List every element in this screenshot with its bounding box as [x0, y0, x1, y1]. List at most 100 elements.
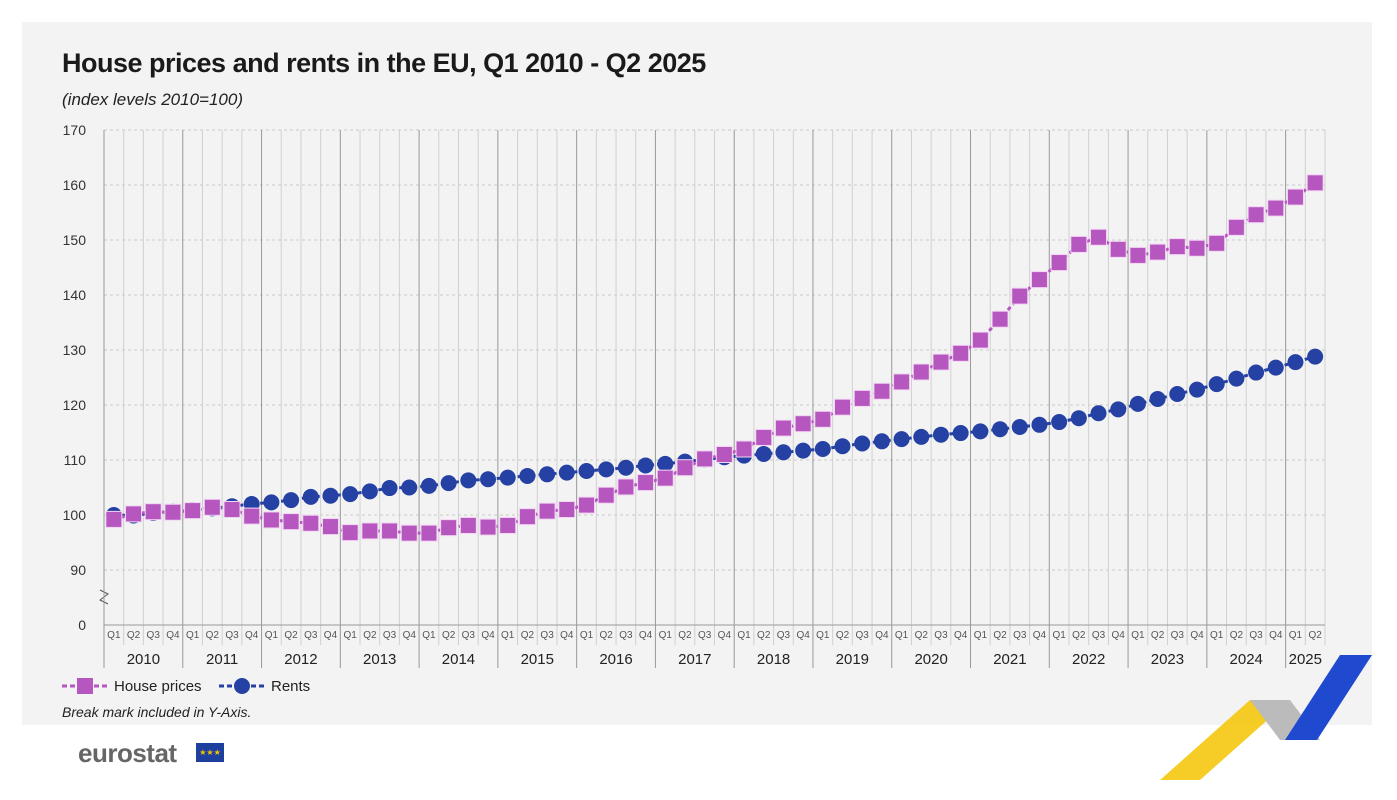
quarter-tick-label: Q3 [462, 630, 476, 641]
house-price-marker [518, 508, 536, 526]
year-tick-label: 2014 [442, 651, 475, 668]
house-price-marker [1070, 235, 1088, 253]
year-tick-label: 2024 [1230, 651, 1263, 668]
house-price-marker [164, 503, 182, 521]
quarter-tick-label: Q2 [1230, 630, 1244, 641]
quarter-tick-label: Q4 [639, 630, 653, 641]
rent-marker [795, 442, 812, 459]
house-price-marker [1011, 287, 1029, 305]
quarter-tick-label: Q3 [147, 630, 161, 641]
quarter-tick-label: Q2 [915, 630, 929, 641]
y-tick-label: 130 [63, 342, 87, 358]
year-tick-label: 2011 [206, 651, 238, 668]
quarter-tick-label: Q1 [1131, 630, 1145, 641]
rent-marker [1149, 390, 1166, 407]
rent-marker [972, 423, 989, 440]
quarter-tick-label: Q1 [816, 630, 830, 641]
y-tick-label: 140 [63, 287, 87, 303]
house-price-marker [794, 415, 812, 433]
rent-marker [1208, 376, 1225, 393]
quarter-tick-label: Q1 [895, 630, 909, 641]
house-price-marker [105, 510, 123, 528]
quarter-tick-label: Q1 [974, 630, 988, 641]
rent-marker [1031, 416, 1048, 433]
rent-marker [519, 467, 536, 484]
house-price-marker [558, 501, 576, 518]
house-price-marker [479, 518, 497, 536]
rent-marker [1110, 401, 1127, 418]
quarter-tick-label: Q2 [1151, 630, 1165, 641]
house-price-marker [302, 514, 320, 532]
rent-marker [480, 471, 497, 488]
house-price-marker [1168, 238, 1186, 256]
quarter-tick-label: Q2 [600, 630, 614, 641]
house-price-marker [991, 310, 1009, 328]
quarter-tick-label: Q4 [166, 630, 180, 641]
quarter-tick-label: Q4 [1033, 630, 1047, 641]
quarter-tick-label: Q3 [1171, 630, 1185, 641]
house-price-marker [834, 398, 852, 416]
quarter-tick-label: Q2 [1072, 630, 1086, 641]
rent-marker [460, 472, 477, 489]
quarter-tick-label: Q3 [540, 630, 554, 641]
rent-marker [1011, 419, 1028, 435]
y-tick-label: 90 [70, 562, 86, 578]
house-price-marker [1227, 218, 1245, 236]
rent-marker [814, 441, 831, 457]
y-tick-label: 100 [63, 507, 87, 523]
rent-marker [1169, 386, 1186, 402]
rent-marker [637, 457, 654, 474]
rent-marker [1248, 364, 1265, 381]
house-price-marker [656, 469, 674, 487]
quarter-tick-label: Q4 [954, 630, 968, 641]
rent-marker [1287, 354, 1304, 371]
rent-marker [834, 438, 851, 455]
quarter-tick-label: Q4 [403, 630, 417, 641]
rent-marker [558, 464, 575, 481]
rent-marker [578, 463, 595, 479]
quarter-tick-label: Q2 [757, 630, 771, 641]
quarter-tick-label: Q1 [501, 630, 515, 641]
rent-marker [775, 444, 792, 461]
house-price-marker [873, 382, 891, 400]
house-price-marker [223, 501, 241, 518]
quarter-tick-label: Q4 [718, 630, 732, 641]
rent-marker [283, 492, 300, 509]
rent-marker [1267, 359, 1284, 376]
rent-marker [322, 487, 339, 504]
rent-marker [755, 445, 772, 462]
rent-marker [992, 421, 1009, 438]
rent-marker [401, 479, 418, 496]
rent-marker [361, 483, 378, 500]
house-price-marker [912, 363, 930, 381]
quarter-tick-label: Q1 [265, 630, 279, 641]
rent-marker [598, 461, 615, 478]
house-price-marker [735, 440, 753, 458]
house-price-marker [282, 513, 300, 531]
house-price-marker [538, 502, 556, 520]
year-tick-label: 2017 [678, 651, 711, 668]
house-price-marker [1267, 199, 1285, 217]
house-price-marker [184, 502, 202, 520]
rent-marker [499, 469, 516, 486]
house-price-marker [893, 373, 911, 391]
y-tick-label: 150 [63, 232, 87, 248]
quarter-tick-label: Q4 [1190, 630, 1204, 641]
quarter-tick-label: Q1 [1289, 630, 1303, 641]
house-price-marker [499, 516, 517, 534]
rent-marker [1129, 395, 1146, 412]
quarter-tick-label: Q3 [304, 630, 318, 641]
house-price-marker [715, 446, 733, 463]
quarter-tick-label: Q1 [1210, 630, 1224, 641]
house-price-marker [440, 519, 458, 537]
chart-title: House prices and rents in the EU, Q1 201… [62, 48, 706, 78]
house-price-marker [774, 419, 792, 437]
quarter-tick-label: Q1 [659, 630, 673, 641]
quarter-tick-label: Q3 [1013, 630, 1027, 641]
quarter-tick-label: Q3 [1092, 630, 1106, 641]
rent-marker [1307, 348, 1324, 365]
quarter-tick-label: Q4 [1269, 630, 1283, 641]
house-price-marker [577, 496, 595, 514]
house-price-marker [1149, 243, 1167, 261]
